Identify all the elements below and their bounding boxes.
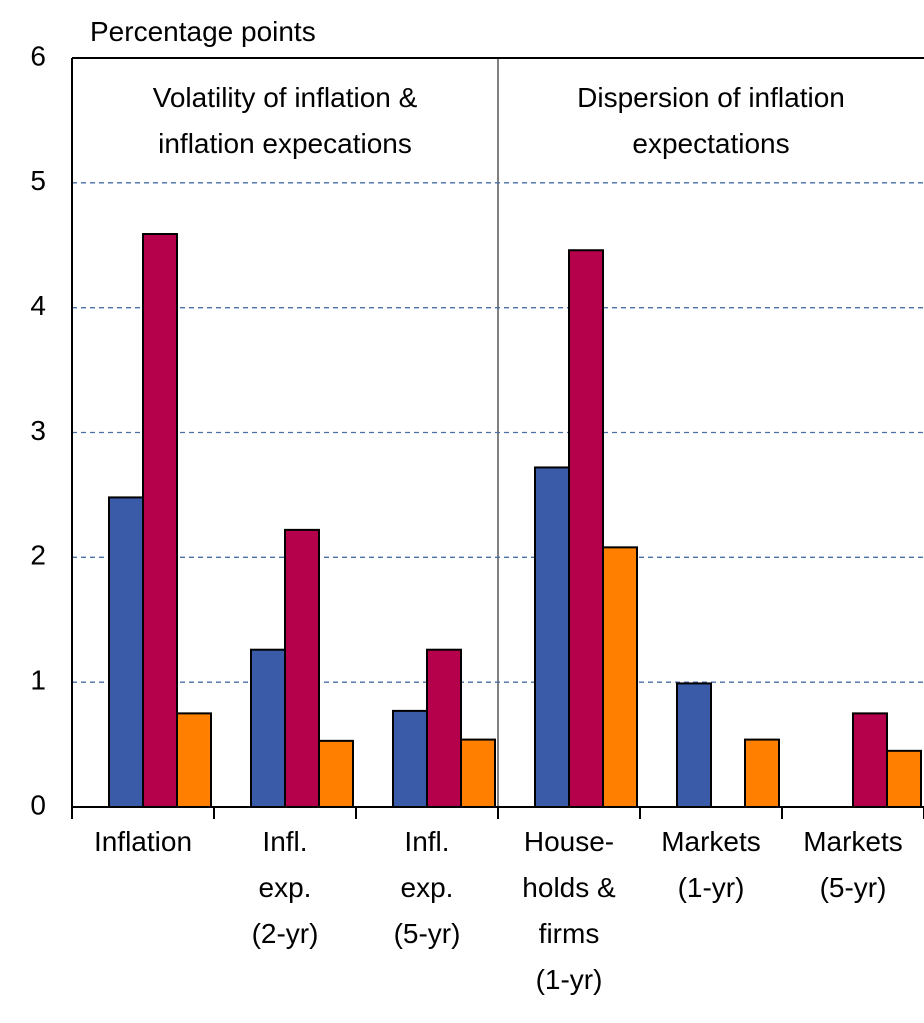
bar [284, 528, 320, 808]
x-tick-label: Markets (5-yr) [803, 826, 903, 903]
y-tick-label: 3 [30, 415, 46, 446]
x-tick-label: Infl. exp. (2-yr) [251, 826, 319, 949]
y-tick-label: 6 [30, 40, 46, 71]
bar [676, 682, 712, 808]
bar [602, 546, 638, 808]
y-tick-label: 1 [30, 665, 46, 696]
x-tick-label: Markets (1-yr) [661, 826, 761, 903]
bar [176, 712, 212, 808]
bar [426, 648, 462, 809]
y-tick-label: 0 [30, 789, 46, 820]
x-tick-label: Infl. exp. (5-yr) [393, 826, 461, 949]
y-tick-label: 2 [30, 540, 46, 571]
bar [460, 738, 496, 809]
x-tick-label: House- holds & firms (1-yr) [522, 826, 616, 995]
annotation: Volatility of inflation & inflation expe… [152, 82, 418, 159]
bar [250, 648, 286, 809]
y-tick-label: 4 [30, 290, 46, 321]
bar [534, 466, 570, 808]
bar [568, 249, 604, 808]
bar [886, 749, 922, 809]
y-axis-label: Percentage points [90, 16, 316, 47]
bar [392, 709, 428, 809]
annotation: Dispersion of inflation expectations [577, 82, 845, 159]
y-tick-label: 5 [30, 165, 46, 196]
bar [108, 496, 144, 808]
x-tick-label: Inflation [93, 826, 193, 857]
bar [744, 738, 780, 809]
bar [142, 233, 178, 808]
bar [852, 712, 888, 808]
bar [318, 739, 354, 808]
